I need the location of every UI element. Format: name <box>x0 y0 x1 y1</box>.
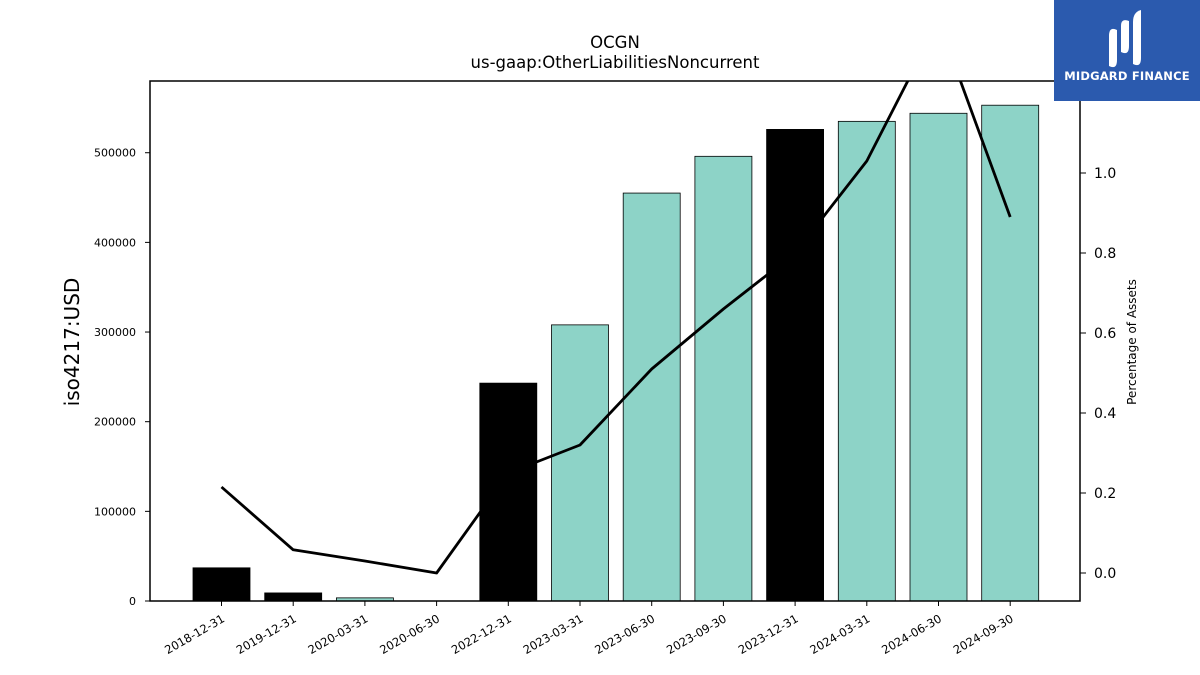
y2-tick-label: 0.0 <box>1094 566 1116 582</box>
bar <box>264 592 323 602</box>
brand-logo: MIDGARD FINANCE <box>1054 0 1200 101</box>
x-tick-label: 2024-03-31 <box>807 611 872 657</box>
x-tick-label: 2023-03-31 <box>521 611 586 657</box>
brand-name: MIDGARD FINANCE <box>1064 69 1190 83</box>
y2-tick-label: 0.6 <box>1094 326 1116 342</box>
x-tick-label: 2019-12-31 <box>234 611 299 657</box>
percentage-line <box>220 81 1012 575</box>
y-tick-label: 400000 <box>94 236 136 249</box>
y-tick-label: 200000 <box>94 416 136 429</box>
x-tick-label: 2022-12-31 <box>449 611 514 657</box>
y2-tick-label: 0.8 <box>1094 246 1116 262</box>
x-axis: 2018-12-31 2019-12-31 2020-03-31 2020-06-30… <box>162 601 1016 657</box>
x-tick-label: 2024-09-30 <box>951 611 1016 657</box>
y-tick-label: 0 <box>129 595 136 608</box>
bar <box>909 112 968 602</box>
bar-series <box>192 104 1040 602</box>
x-tick-label: 2024-06-30 <box>879 611 944 657</box>
x-tick-label: 2020-03-31 <box>306 611 371 657</box>
y2-tick-label: 1.0 <box>1094 166 1116 182</box>
x-tick-label: 2023-09-30 <box>664 611 729 657</box>
bar <box>551 324 609 602</box>
plot-frame <box>149 80 1081 602</box>
bar <box>192 567 251 602</box>
x-tick-label: 2018-12-31 <box>162 611 227 657</box>
y-tick-label: 100000 <box>94 505 136 518</box>
y2-tick-label: 0.2 <box>1094 486 1116 502</box>
x-tick-label: 2020-06-30 <box>377 611 442 657</box>
y2-tick-label: 0.4 <box>1094 406 1116 422</box>
bar <box>622 192 681 602</box>
line-series <box>220 81 1012 575</box>
y2-axis-label: Percentage of Assets <box>1125 279 1139 405</box>
y-axis-left: 0 100000 200000 300000 400000 500000 <box>94 147 150 608</box>
midgard-logo-icon <box>1109 10 1141 68</box>
bar <box>766 129 824 602</box>
chart-title: OCGN <box>590 33 640 52</box>
bar <box>837 120 896 602</box>
bar <box>694 155 753 602</box>
bar <box>479 382 538 602</box>
y-tick-label: 300000 <box>94 326 136 339</box>
y-axis-label: iso4217:USD <box>60 278 84 407</box>
y-tick-label: 500000 <box>94 147 136 160</box>
x-tick-label: 2023-06-30 <box>592 611 657 657</box>
chart-subtitle: us-gaap:OtherLiabilitiesNoncurrent <box>471 53 760 72</box>
y-axis-right: 0.0 0.2 0.4 0.6 0.8 1.0 <box>1080 166 1116 582</box>
x-tick-label: 2023-12-31 <box>736 611 801 657</box>
bar <box>981 104 1040 602</box>
